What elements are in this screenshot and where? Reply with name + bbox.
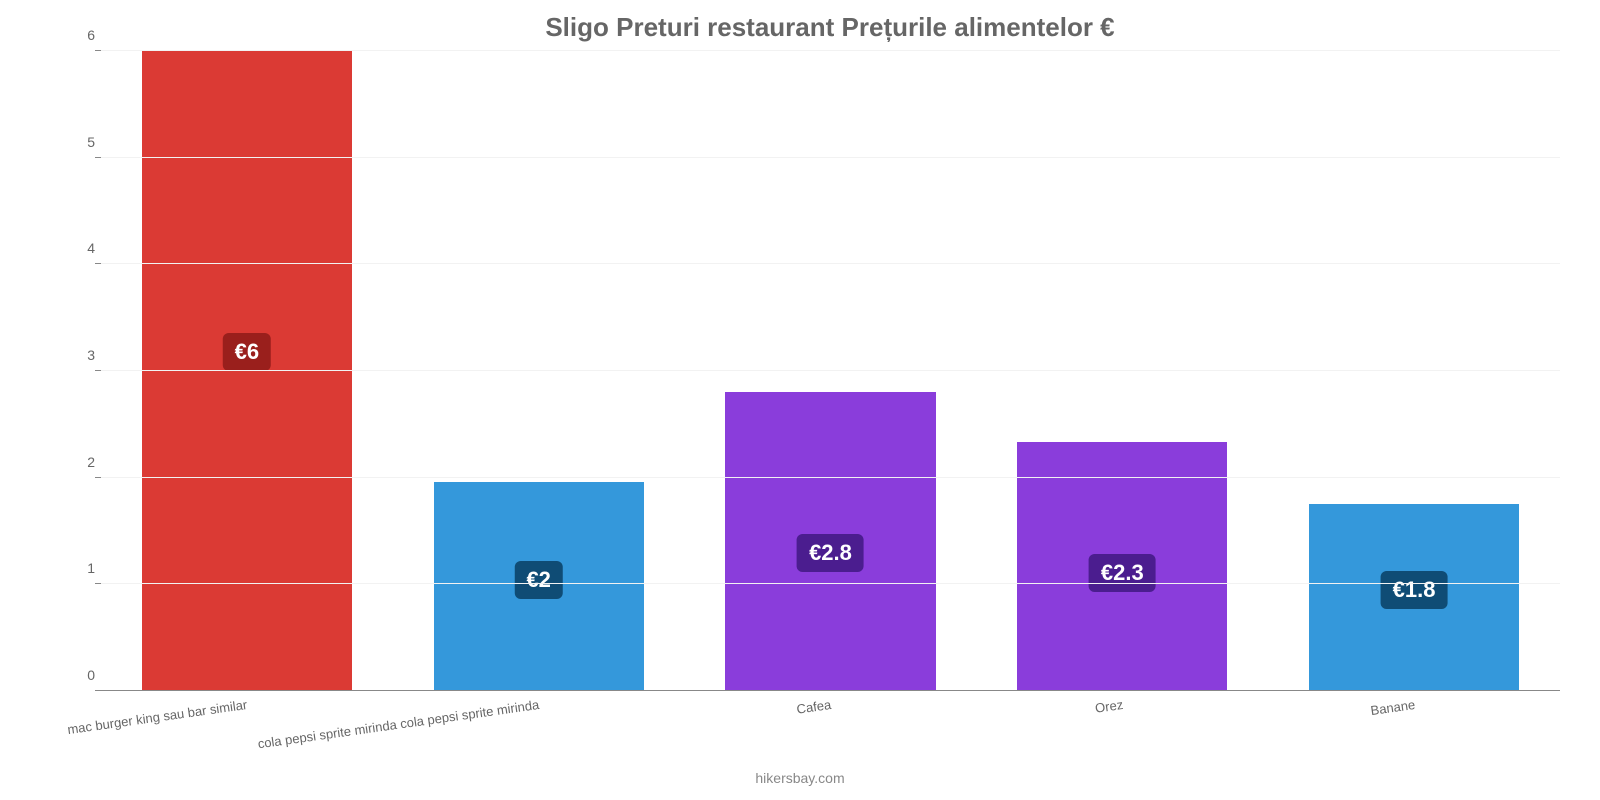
bar-value-label: €1.8 (1381, 571, 1448, 609)
y-tick-mark (95, 370, 101, 371)
x-label-slot: cola pepsi sprite mirinda cola pepsi spr… (392, 691, 684, 731)
x-axis-label: Orez (1094, 697, 1124, 716)
chart-credit: hikersbay.com (0, 770, 1600, 786)
y-tick-label: 5 (55, 134, 95, 150)
bar: €2 (434, 482, 644, 691)
bar-slot: €6 (101, 51, 393, 691)
x-label-slot: Banane (1268, 691, 1560, 731)
chart-title: Sligo Preturi restaurant Prețurile alime… (100, 0, 1560, 51)
grid-line (101, 263, 1560, 264)
grid-line (101, 370, 1560, 371)
y-tick-mark (95, 583, 101, 584)
y-tick-label: 2 (55, 454, 95, 470)
x-axis-label: Cafea (796, 697, 832, 717)
grid-line (101, 50, 1560, 51)
y-tick-label: 4 (55, 240, 95, 256)
y-tick-label: 3 (55, 347, 95, 363)
grid-line (101, 157, 1560, 158)
bar: €2.8 (725, 392, 935, 691)
y-tick-label: 1 (55, 560, 95, 576)
bar-slot: €2.8 (685, 51, 977, 691)
bar-value-label: €2.8 (797, 534, 864, 572)
x-axis-label: Banane (1370, 697, 1416, 718)
x-axis-labels: mac burger king sau bar similarcola peps… (100, 691, 1560, 731)
plot-area: €6€2€2.8€2.3€1.8 0123456 (100, 51, 1560, 691)
y-tick-label: 0 (55, 667, 95, 683)
x-label-slot: Cafea (684, 691, 976, 731)
grid-line (101, 477, 1560, 478)
y-tick-mark (95, 50, 101, 51)
bar-value-label: €6 (223, 333, 271, 371)
bar: €1.8 (1309, 504, 1519, 691)
y-tick-mark (95, 263, 101, 264)
x-label-slot: Orez (976, 691, 1268, 731)
y-tick-mark (95, 477, 101, 478)
bar-slot: €2.3 (976, 51, 1268, 691)
bar: €2.3 (1017, 442, 1227, 691)
bar-value-label: €2 (514, 561, 562, 599)
x-axis-label: mac burger king sau bar similar (66, 697, 248, 737)
bar: €6 (142, 51, 352, 691)
bars-row: €6 €2 €2.8 €2.3 €1.8 (101, 51, 1560, 691)
bar-slot: €1.8 (1268, 51, 1560, 691)
chart-container: Sligo Preturi restaurant Prețurile alime… (0, 0, 1600, 800)
y-tick-mark (95, 157, 101, 158)
bar-slot: €2 (393, 51, 685, 691)
bar-value-label: €2.3 (1089, 554, 1156, 592)
y-tick-label: 6 (55, 27, 95, 43)
grid-line (101, 583, 1560, 584)
